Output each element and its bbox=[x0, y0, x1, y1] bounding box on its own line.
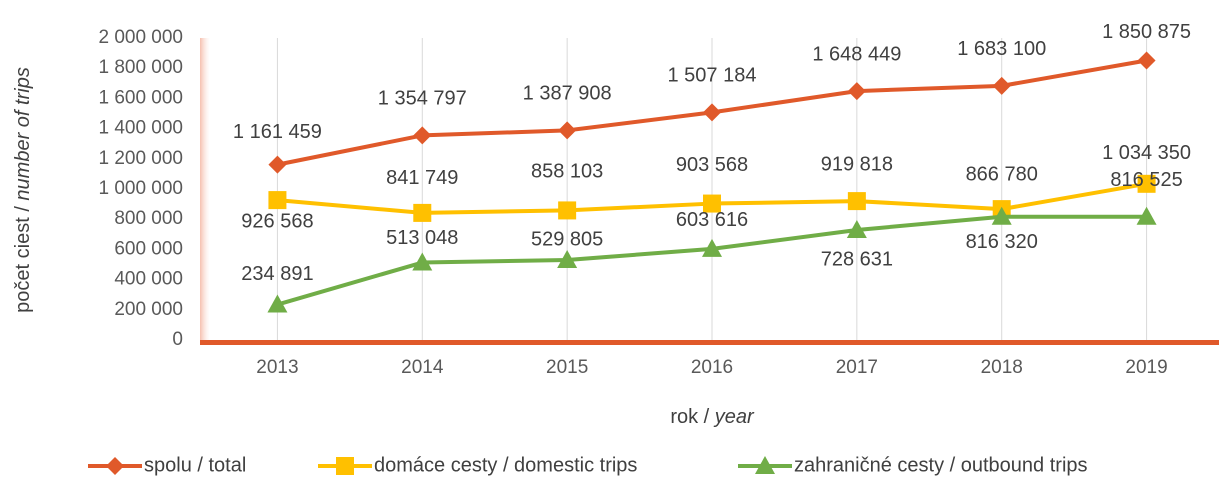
x-tick-label: 2017 bbox=[836, 357, 878, 378]
data-label: 1 850 875 bbox=[1102, 21, 1191, 43]
y-axis-label-part: počet ciest / bbox=[12, 201, 34, 313]
x-axis-label-part: rok / bbox=[670, 406, 714, 428]
data-point bbox=[413, 126, 432, 145]
data-point bbox=[268, 155, 287, 174]
data-point bbox=[1136, 206, 1157, 225]
data-label: 529 805 bbox=[531, 228, 603, 250]
y-axis-label: počet ciest / number of trips bbox=[12, 67, 34, 313]
data-label: 866 780 bbox=[966, 163, 1038, 185]
y-tick-label: 200 000 bbox=[114, 299, 183, 320]
data-label: 513 048 bbox=[386, 227, 458, 249]
y-tick-label: 1 800 000 bbox=[98, 57, 183, 78]
data-label: 841 749 bbox=[386, 167, 458, 189]
data-point bbox=[268, 191, 287, 210]
y-tick-label: 400 000 bbox=[114, 269, 183, 290]
y-tick-label: 1 200 000 bbox=[98, 148, 183, 169]
x-axis-label-part: year bbox=[713, 406, 755, 428]
legend-marker bbox=[106, 457, 124, 475]
data-point bbox=[1137, 51, 1156, 70]
plot-floor bbox=[200, 340, 1219, 345]
data-label: 1 034 350 bbox=[1102, 142, 1191, 164]
data-label: 1 161 459 bbox=[233, 121, 322, 143]
data-point bbox=[847, 82, 866, 101]
y-tick-label: 1 600 000 bbox=[98, 87, 183, 108]
y-tick-label: 1 400 000 bbox=[98, 118, 183, 139]
data-point bbox=[267, 294, 288, 313]
data-label: 234 891 bbox=[241, 263, 313, 285]
legend-marker bbox=[336, 457, 354, 475]
data-point bbox=[992, 76, 1011, 95]
y-tick-label: 800 000 bbox=[114, 208, 183, 229]
data-point bbox=[702, 238, 722, 257]
data-label: 816 525 bbox=[1110, 169, 1182, 191]
data-label: 728 631 bbox=[821, 248, 893, 270]
data-label: 858 103 bbox=[531, 161, 603, 183]
data-label: 919 818 bbox=[821, 153, 893, 175]
x-tick-label: 2016 bbox=[691, 357, 733, 378]
data-point bbox=[991, 206, 1012, 225]
x-axis-label: rok / year bbox=[670, 406, 755, 428]
data-point bbox=[703, 103, 721, 122]
y-tick-label: 0 bbox=[172, 329, 183, 350]
data-point bbox=[703, 194, 721, 213]
data-label: 1 648 449 bbox=[812, 43, 901, 65]
y-tick-label: 1 000 000 bbox=[98, 178, 183, 199]
data-point bbox=[557, 249, 578, 268]
x-tick-label: 2013 bbox=[256, 357, 298, 378]
data-point bbox=[846, 219, 867, 238]
data-point bbox=[413, 203, 432, 222]
y-tick-label: 2 000 000 bbox=[98, 27, 183, 48]
plot-shadow bbox=[200, 38, 210, 342]
legend-marker bbox=[755, 456, 775, 474]
data-label: 816 320 bbox=[966, 231, 1038, 253]
legend-label: spolu / total bbox=[144, 454, 246, 476]
y-axis-label-part: number of trips bbox=[12, 67, 34, 200]
data-label: 1 354 797 bbox=[378, 88, 467, 110]
data-point bbox=[558, 121, 577, 140]
data-label: 603 616 bbox=[676, 209, 748, 231]
data-label: 903 568 bbox=[676, 154, 748, 176]
data-label: 1 387 908 bbox=[523, 83, 612, 105]
legend-label: domáce cesty / domestic trips bbox=[374, 454, 637, 476]
data-point bbox=[558, 201, 577, 220]
data-label: 1 683 100 bbox=[957, 38, 1046, 60]
legend-label: zahraničné cesty / outbound trips bbox=[794, 454, 1088, 476]
x-tick-label: 2019 bbox=[1125, 357, 1167, 378]
x-tick-label: 2018 bbox=[981, 357, 1023, 378]
data-label: 926 568 bbox=[241, 210, 313, 232]
data-point bbox=[412, 252, 433, 271]
x-tick-label: 2014 bbox=[401, 357, 444, 378]
data-point bbox=[847, 192, 866, 211]
x-tick-label: 2015 bbox=[546, 357, 588, 378]
y-tick-label: 600 000 bbox=[114, 238, 183, 259]
data-point bbox=[1137, 174, 1156, 193]
data-label: 1 507 184 bbox=[668, 65, 757, 87]
